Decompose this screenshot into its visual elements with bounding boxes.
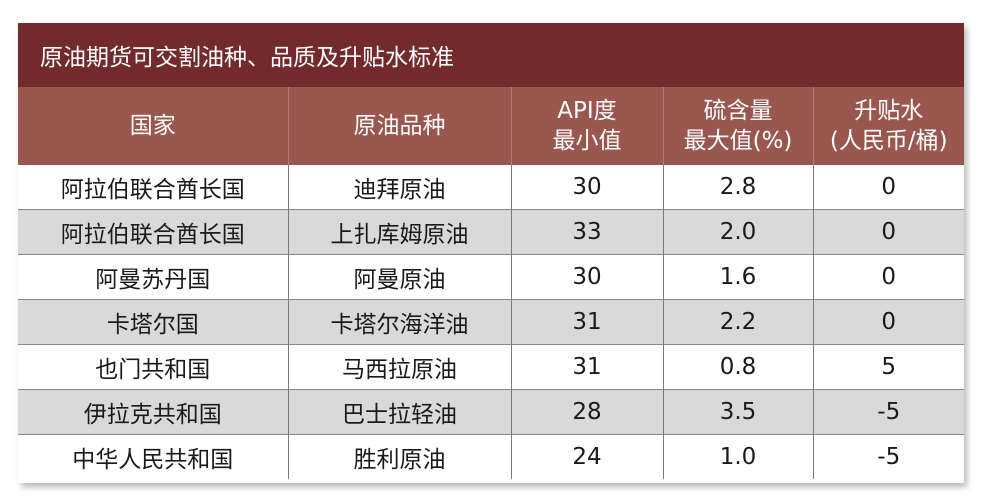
header-api-min-line2: 最小值 (552, 128, 622, 154)
cell-crude-type: 迪拜原油 (287, 165, 511, 210)
cell-sulfur-max: 3.5 (662, 389, 813, 435)
header-premium-line1: 升贴水 (854, 98, 924, 124)
cell-crude-type: 胜利原油 (287, 434, 511, 479)
crude-oil-table: 国家 原油品种 API度 最小值 硫含量 最大值(%) 升贴水 (人民币/桶) (18, 87, 964, 479)
table-row: 卡塔尔国 卡塔尔海洋油 31 2.2 0 (18, 299, 964, 345)
header-crude-type-label: 原油品种 (353, 113, 446, 139)
header-crude-type: 原油品种 (287, 87, 511, 165)
cell-api-min: 30 (510, 165, 663, 210)
header-sulfur-max: 硫含量 最大值(%) (662, 87, 813, 165)
table-row: 阿拉伯联合酋长国 迪拜原油 30 2.8 0 (18, 165, 964, 210)
cell-sulfur-max: 2.2 (662, 299, 813, 345)
cell-country: 中华人民共和国 (18, 434, 288, 479)
cell-country: 伊拉克共和国 (18, 389, 288, 435)
crude-oil-table-card: 原油期货可交割油种、品质及升贴水标准 国家 原油品种 API度 最小值 硫含量 … (18, 23, 964, 483)
cell-sulfur-max: 2.8 (662, 165, 813, 210)
table-title: 原油期货可交割油种、品质及升贴水标准 (18, 23, 964, 87)
cell-crude-type: 卡塔尔海洋油 (287, 299, 511, 345)
cell-premium: 0 (812, 165, 964, 210)
header-premium-line2: (人民币/桶) (829, 128, 948, 154)
table-header-row: 国家 原油品种 API度 最小值 硫含量 最大值(%) 升贴水 (人民币/桶) (18, 87, 964, 165)
cell-country: 也门共和国 (18, 344, 288, 390)
header-api-min: API度 最小值 (510, 87, 663, 165)
table-row: 伊拉克共和国 巴士拉轻油 28 3.5 -5 (18, 389, 964, 435)
cell-premium: 0 (812, 299, 964, 345)
cell-sulfur-max: 1.6 (662, 254, 813, 300)
table-row: 阿曼苏丹国 阿曼原油 30 1.6 0 (18, 254, 964, 300)
cell-premium: 5 (812, 344, 964, 390)
table-row: 阿拉伯联合酋长国 上扎库姆原油 33 2.0 0 (18, 209, 964, 255)
cell-sulfur-max: 2.0 (662, 209, 813, 255)
header-country: 国家 (18, 87, 288, 165)
cell-api-min: 31 (510, 299, 663, 345)
header-sulfur-max-line1: 硫含量 (703, 98, 773, 124)
header-country-label: 国家 (129, 113, 176, 139)
cell-country: 阿拉伯联合酋长国 (18, 209, 288, 255)
cell-sulfur-max: 0.8 (662, 344, 813, 390)
table-row: 中华人民共和国 胜利原油 24 1.0 -5 (18, 434, 964, 479)
cell-api-min: 24 (510, 434, 663, 479)
cell-country: 阿拉伯联合酋长国 (18, 165, 288, 210)
cell-api-min: 28 (510, 389, 663, 435)
cell-crude-type: 阿曼原油 (287, 254, 511, 300)
cell-sulfur-max: 1.0 (662, 434, 813, 479)
cell-api-min: 31 (510, 344, 663, 390)
cell-api-min: 33 (510, 209, 663, 255)
header-api-min-line1: API度 (557, 98, 617, 124)
cell-country: 卡塔尔国 (18, 299, 288, 345)
header-premium: 升贴水 (人民币/桶) (812, 87, 964, 165)
cell-country: 阿曼苏丹国 (18, 254, 288, 300)
cell-premium: -5 (812, 389, 964, 435)
cell-crude-type: 上扎库姆原油 (287, 209, 511, 255)
table-row: 也门共和国 马西拉原油 31 0.8 5 (18, 344, 964, 390)
cell-api-min: 30 (510, 254, 663, 300)
cell-crude-type: 马西拉原油 (287, 344, 511, 390)
cell-premium: 0 (812, 254, 964, 300)
cell-crude-type: 巴士拉轻油 (287, 389, 511, 435)
cell-premium: -5 (812, 434, 964, 479)
cell-premium: 0 (812, 209, 964, 255)
header-sulfur-max-line2: 最大值(%) (683, 128, 793, 154)
